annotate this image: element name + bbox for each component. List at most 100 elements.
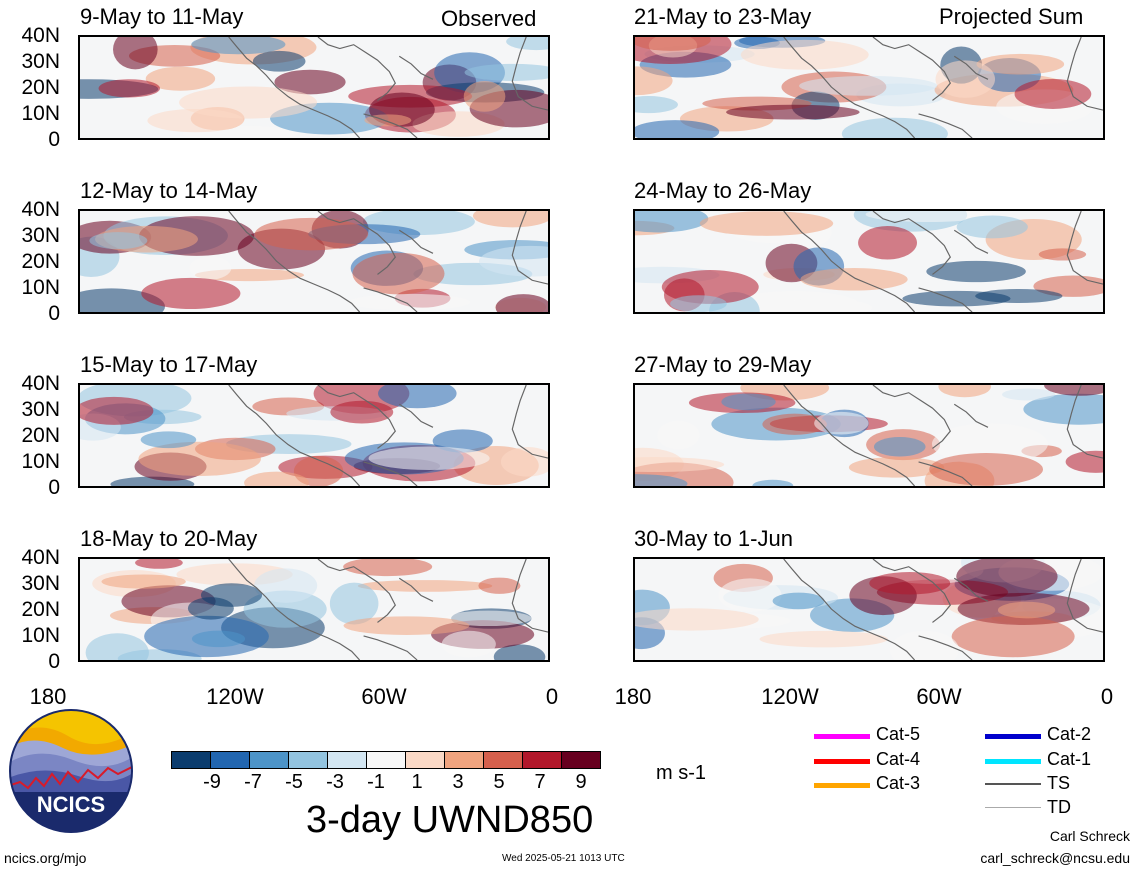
anomaly-blob	[869, 571, 951, 595]
anomaly-blob	[252, 50, 306, 72]
anomaly-blob	[191, 630, 246, 648]
anomaly-blob	[432, 429, 493, 453]
anomaly-blob	[635, 66, 673, 96]
anomaly-blob	[800, 268, 908, 291]
anomaly-blob	[926, 260, 1026, 283]
anomaly-blob	[254, 568, 318, 603]
anomaly-blob	[657, 420, 700, 450]
colorbar-swatch	[366, 751, 406, 769]
colorbar-swatch	[483, 751, 523, 769]
colorbar-swatch	[249, 751, 289, 769]
lat-label: 30N	[21, 398, 60, 421]
footer-url[interactable]: ncics.org/mjo	[4, 850, 87, 866]
anomaly-blob	[873, 437, 926, 457]
anomaly-blob	[101, 574, 186, 589]
anomaly-blob	[244, 471, 309, 486]
colorbar-label: -9	[203, 771, 221, 793]
anomaly-blob	[929, 453, 1044, 486]
anomaly-blob	[500, 447, 548, 477]
colorbar	[171, 751, 601, 769]
anomaly-blob	[441, 630, 496, 658]
panel-title: 21-May to 23-May	[634, 4, 812, 29]
anomaly-blob	[145, 66, 216, 91]
anomaly-blob	[635, 120, 720, 138]
anomaly-blob	[352, 252, 445, 295]
lat-label: 0	[48, 650, 60, 673]
storm-legend-label: Cat-4	[876, 749, 921, 769]
anomaly-blob	[771, 298, 873, 312]
anomaly-blob	[463, 80, 506, 112]
anomaly-blob	[931, 423, 1048, 465]
anomaly-blob	[141, 277, 241, 310]
anomaly-blob	[721, 393, 776, 411]
anomaly-blob	[635, 96, 678, 114]
panel-title: 27-May to 29-May	[634, 352, 812, 377]
storm-legend-line	[814, 783, 870, 788]
lat-label: 10N	[21, 102, 60, 125]
anomaly-blob	[357, 580, 493, 592]
colorbar-label: 5	[493, 771, 505, 793]
anomaly-blob	[670, 295, 727, 312]
colorbar-swatch	[288, 751, 328, 769]
footer-email[interactable]: carl_schreck@ncsu.edu	[980, 850, 1130, 866]
colorbar-title: 3-day UWND850	[306, 799, 594, 841]
anomaly-blob	[726, 104, 860, 120]
anomaly-blob	[956, 215, 1028, 239]
footer-timestamp: Wed 2025-05-21 1013 UTC	[502, 853, 625, 864]
lon-label: 120W	[761, 684, 819, 709]
colorbar-label: 3	[452, 771, 464, 793]
storm-legend-label: TS	[1047, 773, 1071, 793]
lat-label: 0	[48, 476, 60, 499]
anomaly-blob	[661, 270, 759, 304]
storm-legend-line	[814, 759, 870, 764]
colorbar-swatch	[210, 751, 250, 769]
storm-legend-line	[814, 734, 870, 739]
anomaly-blob	[975, 289, 1063, 304]
lat-label: 30N	[21, 572, 60, 595]
anomaly-blob	[89, 232, 148, 250]
anomaly-blob	[1002, 388, 1056, 401]
anomaly-blob	[479, 245, 548, 277]
anomaly-blob	[243, 590, 327, 628]
panel-title: 9-May to 11-May	[80, 4, 244, 29]
lat-label: 20N	[21, 250, 60, 273]
panel-title: 30-May to 1-Jun	[634, 526, 793, 551]
anomaly-blob	[254, 217, 369, 251]
anomaly-blob	[348, 293, 471, 311]
anomaly-blob	[759, 630, 888, 648]
lat-label: 40N	[21, 24, 60, 47]
anomaly-blob	[330, 400, 394, 424]
lon-label: 60W	[361, 684, 407, 709]
colorbar-label: 7	[534, 771, 546, 793]
anomaly-blob	[329, 582, 379, 625]
anomaly-blob	[135, 559, 183, 569]
lon-label: 180	[29, 684, 67, 709]
lat-label: 10N	[21, 276, 60, 299]
storm-legend-line	[985, 759, 1041, 764]
anomaly-blob	[1023, 393, 1103, 425]
anomaly-blob	[976, 53, 1065, 75]
lat-label: 10N	[21, 450, 60, 473]
anomaly-blob	[718, 578, 782, 613]
anomaly-blob	[1038, 248, 1087, 261]
footer-author: Carl Schreck	[1049, 828, 1130, 844]
anomaly-blob	[956, 559, 1058, 597]
lat-label: 20N	[21, 598, 60, 621]
anomaly-blob	[635, 211, 709, 233]
anomaly-blob	[472, 211, 548, 228]
map-panel	[78, 383, 550, 488]
lon-label: 180	[614, 684, 652, 709]
logo-text: NCICS	[37, 792, 105, 817]
anomaly-blob	[138, 441, 261, 476]
lat-label: 20N	[21, 424, 60, 447]
colorbar-swatch	[444, 751, 484, 769]
lon-label: 120W	[206, 684, 264, 709]
anomaly-blob	[85, 633, 149, 660]
coastline	[783, 559, 1103, 660]
coastline	[783, 385, 1103, 486]
coastline	[228, 559, 548, 660]
anomaly-blob	[343, 616, 470, 635]
anomaly-blob	[740, 39, 869, 70]
lat-label: 0	[48, 302, 60, 325]
map-panel	[633, 557, 1105, 662]
